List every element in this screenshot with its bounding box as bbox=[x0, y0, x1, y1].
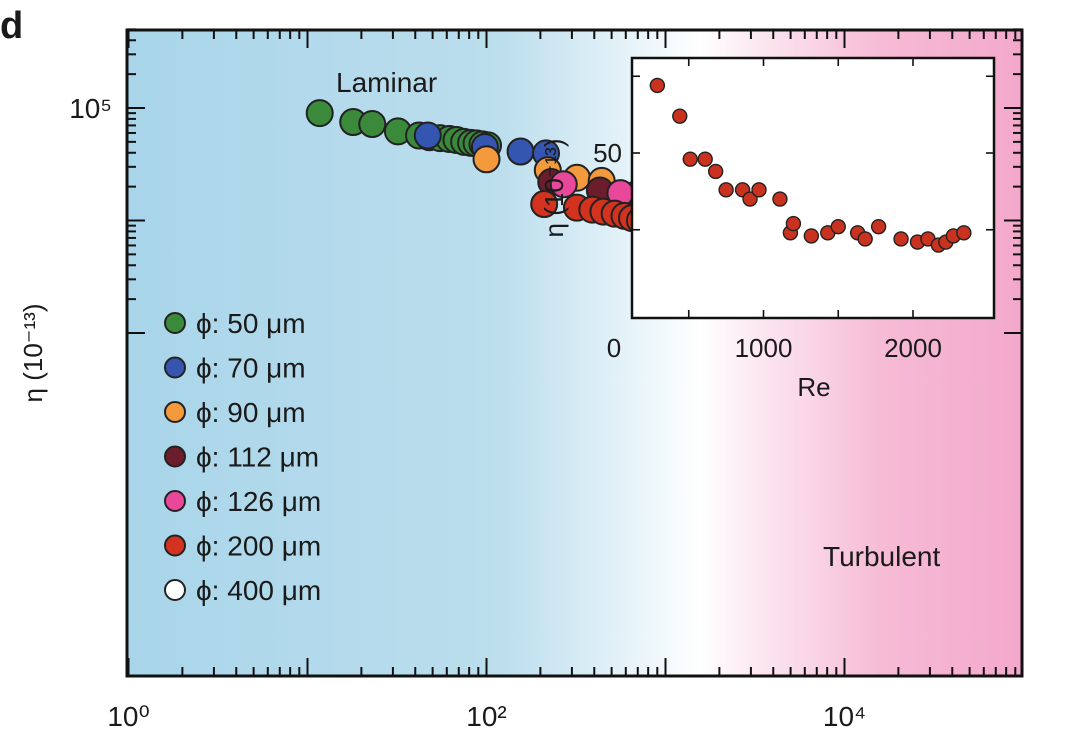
main-plot-frame bbox=[125, 28, 1024, 678]
inset-data-points bbox=[649, 77, 972, 253]
legend-marker bbox=[164, 534, 186, 557]
inset-chart: 0 1000 2000 50 Re η (10⁻¹³) bbox=[539, 56, 996, 402]
inset-background bbox=[632, 58, 994, 318]
data-point-series-4 bbox=[549, 170, 578, 199]
annotation-turbulent: Turbulent bbox=[823, 541, 940, 572]
inset-data-point bbox=[682, 151, 698, 167]
inset-tick-labels: 0 1000 2000 50 bbox=[593, 138, 942, 363]
inset-data-point bbox=[742, 191, 758, 207]
inset-axis-ticks bbox=[632, 58, 994, 318]
inset-data-point bbox=[707, 163, 724, 180]
inset-data-point bbox=[751, 182, 767, 198]
inset-data-point bbox=[830, 218, 846, 235]
legend-marker bbox=[164, 356, 186, 379]
legend-entry: ϕ: 70 μm bbox=[196, 353, 306, 384]
legend-marker bbox=[164, 579, 186, 601]
inset-data-point bbox=[870, 218, 887, 235]
inset-data-point bbox=[672, 108, 688, 124]
annotation-laminar: Laminar bbox=[336, 67, 437, 98]
inset-data-point bbox=[956, 225, 972, 241]
inset-x-axis-label: Re bbox=[797, 372, 830, 402]
legend-marker bbox=[164, 401, 186, 423]
data-point-series-0 bbox=[305, 99, 334, 128]
data-point-series-1 bbox=[506, 137, 535, 166]
legend-entry: ϕ: 400 μm bbox=[196, 575, 321, 606]
legend-marker bbox=[164, 445, 186, 468]
inset-data-point bbox=[649, 77, 666, 94]
inset-frame bbox=[630, 56, 996, 320]
data-point-series-2 bbox=[472, 145, 501, 174]
inset-x-tick-label: 0 bbox=[607, 333, 621, 363]
y-tick-label: 10⁵ bbox=[69, 93, 112, 124]
inset-y-tick-label: 50 bbox=[593, 138, 622, 168]
x-tick-label: 10⁰ bbox=[107, 701, 149, 732]
inset-data-point bbox=[803, 228, 820, 244]
y-axis-label: η (10⁻¹³) bbox=[18, 304, 48, 403]
x-tick-label: 10⁴ bbox=[823, 701, 866, 732]
legend: ϕ: 50 μm ϕ: 70 μm ϕ: 90 μm ϕ: 112 μm ϕ: 126 … bbox=[164, 308, 321, 606]
legend-entry: ϕ: 200 μm bbox=[196, 531, 321, 562]
legend-entry: ϕ: 90 μm bbox=[196, 397, 306, 428]
inset-x-tick-label: 1000 bbox=[735, 333, 793, 363]
legend-entry: ϕ: 126 μm bbox=[196, 486, 321, 517]
legend-marker bbox=[164, 490, 186, 512]
x-tick-label: 10² bbox=[466, 701, 506, 732]
legend-marker bbox=[164, 312, 186, 334]
panel-label: d bbox=[0, 5, 23, 47]
inset-data-point bbox=[772, 191, 788, 207]
inset-x-tick-label: 2000 bbox=[884, 333, 942, 363]
inset-data-point bbox=[785, 215, 802, 232]
data-point-series-1 bbox=[413, 121, 442, 150]
inset-data-point bbox=[718, 182, 734, 198]
data-point-series-0 bbox=[358, 110, 387, 139]
legend-entry: ϕ: 112 μm bbox=[196, 442, 319, 473]
inset-y-axis-label: η (10⁻¹³) bbox=[539, 139, 569, 238]
inset-data-point bbox=[893, 231, 909, 247]
legend-entry: ϕ: 50 μm bbox=[196, 308, 306, 339]
data-point-series-5 bbox=[530, 190, 559, 219]
inset-data-point bbox=[857, 231, 873, 247]
main-tick-labels: 10⁰ 10² 10⁴ 10⁵ bbox=[69, 93, 866, 732]
inset-data-point bbox=[697, 151, 713, 167]
